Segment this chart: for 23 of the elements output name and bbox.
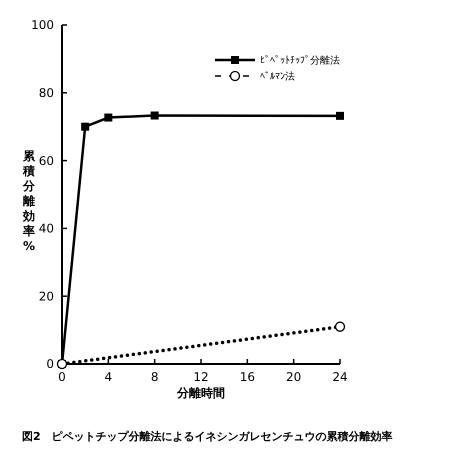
- x-tick-label: 24: [332, 370, 348, 384]
- caption: 図2 ピペットチップ分離法によるイネシンガレセンチュウの累積分離効率: [22, 430, 393, 443]
- x-tick-label: 0: [58, 370, 66, 384]
- x-tick-label: 4: [104, 370, 112, 384]
- point: [104, 114, 112, 122]
- x-tick-label: 16: [240, 370, 255, 384]
- x-tick-label: 8: [150, 370, 158, 384]
- x-tick-label: 12: [193, 370, 209, 384]
- point: [334, 322, 346, 332]
- y-tick-label: 100: [31, 18, 54, 32]
- legend-label: ﾍﾞﾙﾏﾝ法: [260, 70, 295, 82]
- point: [336, 112, 344, 120]
- y-tick-label: 60: [38, 154, 54, 168]
- point: [81, 122, 90, 131]
- y-tick-label: 0: [46, 357, 54, 372]
- x-axis-title: 分離時間: [176, 386, 225, 400]
- x-tick-label: 20: [286, 370, 302, 384]
- y-tick-label: 80: [38, 86, 54, 100]
- y-axis-title: 累積分離効率%: [22, 149, 36, 253]
- point: [150, 112, 159, 120]
- legend-label: ﾋﾟﾍﾟｯﾄﾁｯﾌﾟ分離法: [260, 54, 340, 66]
- y-tick-label: 40: [38, 222, 54, 236]
- y-tick-label: 20: [38, 289, 54, 304]
